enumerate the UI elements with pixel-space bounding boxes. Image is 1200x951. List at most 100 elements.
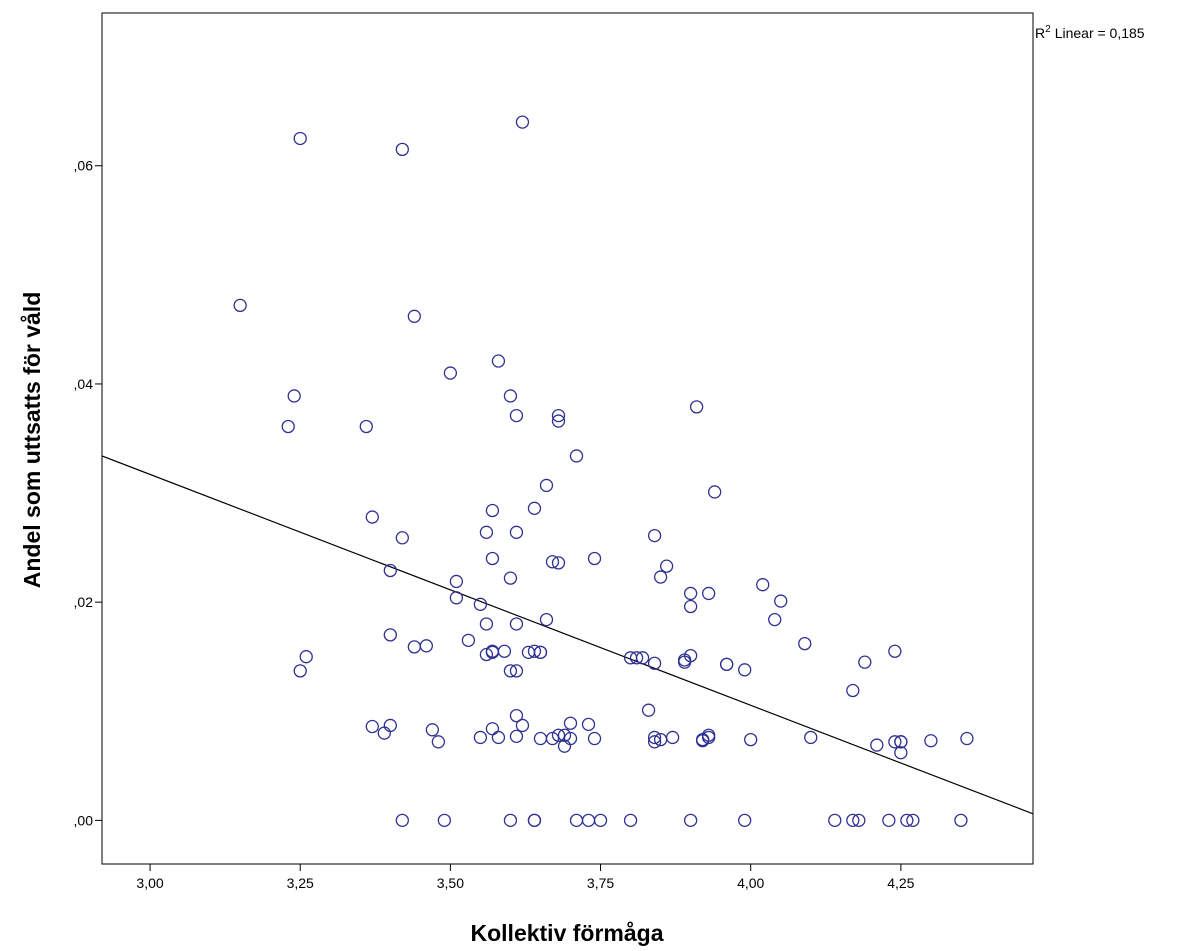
data-point (515, 115, 530, 129)
data-point (683, 599, 698, 614)
data-point (569, 449, 584, 463)
data-point (954, 813, 968, 828)
data-point (894, 746, 908, 760)
data-point (623, 813, 638, 828)
data-point (293, 131, 307, 146)
data-point (629, 651, 644, 665)
r-squared-superscript: 2 (1045, 24, 1051, 35)
y-tick-label: ,00 (74, 812, 94, 828)
x-tick-label: 3,50 (437, 875, 464, 891)
data-point (551, 728, 566, 742)
data-point (593, 813, 608, 828)
r-squared-symbol: R (1035, 25, 1045, 41)
data-point (635, 651, 650, 665)
data-point (383, 563, 397, 578)
data-point (509, 617, 524, 631)
data-point (533, 645, 548, 659)
data-point (545, 555, 560, 569)
y-tick-label: ,04 (74, 376, 94, 392)
x-tick-label: 4,25 (887, 875, 914, 891)
data-point (774, 594, 788, 608)
data-point (882, 813, 896, 828)
data-point (281, 419, 295, 434)
data-point (527, 501, 542, 515)
data-point (491, 354, 506, 368)
data-point (425, 723, 440, 737)
x-tick-label: 3,75 (587, 875, 614, 891)
y-tick-label: ,06 (74, 158, 94, 174)
data-point (503, 571, 518, 585)
data-point (365, 510, 379, 524)
data-point (293, 664, 307, 678)
data-point (768, 612, 782, 627)
data-point (503, 664, 518, 678)
data-point (647, 735, 662, 749)
data-point (683, 586, 698, 601)
data-point (858, 655, 872, 669)
data-point (587, 551, 602, 566)
data-point (653, 570, 668, 584)
data-point (581, 717, 596, 731)
data-point (473, 597, 488, 611)
data-point (852, 813, 866, 828)
data-point (738, 813, 752, 828)
data-point (846, 813, 860, 828)
plot-frame (101, 12, 1034, 865)
data-point (695, 734, 710, 748)
data-point (449, 574, 464, 589)
data-point (503, 813, 518, 828)
data-point (563, 731, 578, 746)
y-axis: ,00 ,02 ,04 ,06 (74, 158, 102, 828)
data-point (509, 664, 524, 678)
data-point (233, 298, 247, 313)
data-point (551, 414, 566, 428)
x-axis: 3,00 3,25 3,50 3,75 4,00 4,25 (136, 864, 915, 891)
data-point (888, 644, 902, 658)
data-point (503, 389, 518, 403)
data-point (804, 730, 818, 745)
data-point (647, 528, 662, 543)
data-point (702, 586, 716, 601)
data-point (587, 731, 602, 746)
data-point (551, 556, 566, 570)
data-point (287, 389, 301, 403)
x-tick-label: 3,00 (136, 875, 163, 891)
data-point (665, 730, 680, 745)
data-point (527, 644, 542, 658)
data-point (395, 142, 409, 157)
y-tick-label: ,02 (74, 594, 94, 610)
data-point (563, 716, 578, 730)
data-point (870, 738, 884, 752)
data-point (900, 813, 914, 828)
data-point (377, 726, 391, 740)
data-point (365, 719, 379, 734)
data-point (509, 408, 524, 423)
data-point (846, 683, 860, 698)
data-point (647, 730, 662, 745)
data-point (509, 729, 524, 743)
data-point (539, 612, 554, 627)
data-point (659, 559, 674, 573)
data-point (798, 636, 812, 651)
x-tick-label: 3,25 (287, 875, 314, 891)
data-point (647, 656, 662, 670)
data-point (708, 485, 722, 499)
data-point (551, 408, 566, 423)
data-point (419, 639, 433, 653)
data-point (497, 644, 512, 658)
data-point (744, 732, 758, 747)
data-point (828, 813, 842, 828)
data-point (383, 628, 397, 642)
data-point (431, 735, 446, 749)
data-point (677, 653, 692, 667)
data-point (960, 731, 974, 746)
x-axis-title: Kollektiv förmåga (471, 920, 664, 946)
data-point (738, 663, 752, 677)
y-axis-title: Andel som uttsatts för våld (19, 292, 45, 588)
data-point (479, 617, 494, 631)
data-point (756, 578, 770, 592)
data-point (407, 309, 421, 323)
data-point (527, 813, 542, 828)
data-point (515, 718, 530, 733)
